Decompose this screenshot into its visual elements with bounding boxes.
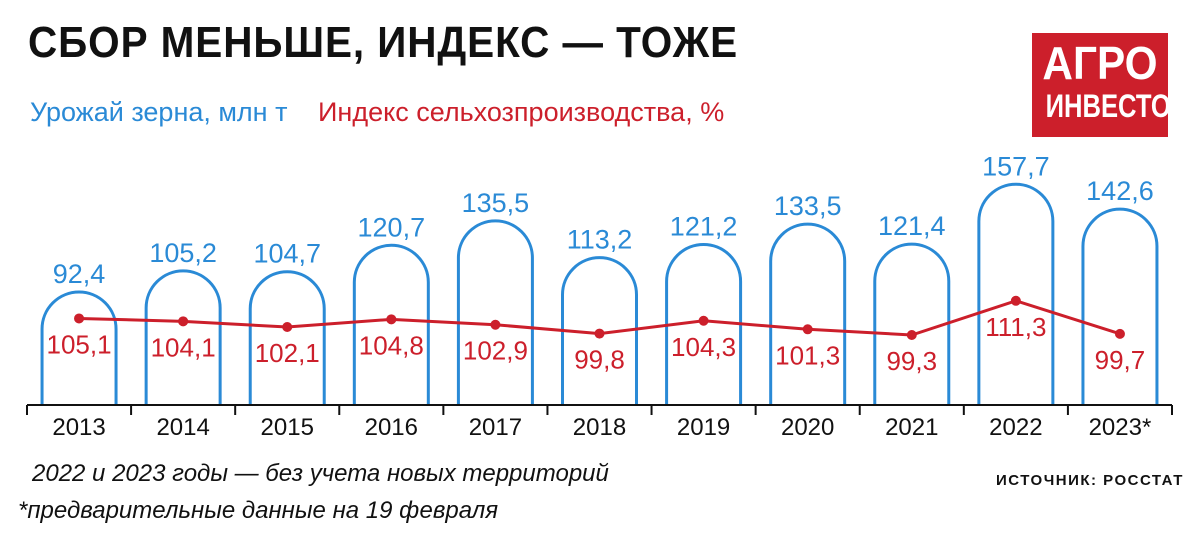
x-tick-label-10: 2023* [1089,414,1152,441]
x-tick-label-5: 2018 [573,414,626,441]
x-tick-label-2: 2015 [261,414,314,441]
x-tick-label-4: 2017 [469,414,522,441]
index-point-8 [906,330,917,340]
agroinvestor-logo: АГРО ИНВЕСТОР [1032,33,1168,137]
grain-bar-3 [352,243,430,405]
x-tick-label-9: 2022 [989,414,1042,441]
note-territories: 2022 и 2023 годы — без учета новых терри… [32,460,609,487]
grain-value-label-7: 133,5 [774,191,842,221]
index-point-3 [386,314,397,325]
index-value-label-3: 104,8 [359,330,424,360]
index-value-label-4: 102,9 [463,336,528,366]
grain-value-label-2: 104,7 [253,239,321,269]
x-tick-label-6: 2019 [677,414,730,441]
grain-value-label-8: 121,4 [878,211,946,241]
logo-line-1: АГРО [1042,37,1158,89]
index-value-label-5: 99,8 [574,345,625,375]
index-value-label-6: 104,3 [671,332,736,362]
index-value-label-8: 99,3 [886,346,937,376]
index-value-label-10: 99,7 [1095,345,1146,375]
grain-bar-4 [456,219,534,405]
x-tick-label-1: 2014 [156,414,209,441]
note-preliminary: *предварительные данные на 19 февраля [18,497,499,524]
index-point-5 [594,328,605,339]
grain-value-label-10: 142,6 [1086,176,1154,206]
grain-value-label-6: 121,2 [670,211,738,241]
index-value-label-1: 104,1 [151,332,216,362]
logo-line-2: ИНВЕСТОР [1045,88,1168,124]
grain-bar-0 [40,290,118,405]
index-point-0 [74,313,85,324]
grain-bar-7 [769,222,847,405]
index-value-label-7: 101,3 [775,340,840,370]
chart-title: СБОР МЕНЬШЕ, ИНДЕКС — ТОЖЕ [28,18,739,67]
grain-bar-2 [248,270,326,405]
x-tick-label-7: 2020 [781,414,834,441]
index-point-4 [490,319,501,330]
grain-value-label-0: 92,4 [53,259,106,289]
grain-value-label-5: 113,2 [567,225,633,255]
index-point-6 [698,315,709,326]
grain-value-label-9: 157,7 [982,151,1050,181]
x-tick-label-3: 2016 [365,414,418,441]
source-label: ИСТОЧНИК: РОССТАТ [996,472,1184,489]
grain-bar-5 [561,256,638,405]
index-point-2 [282,322,293,333]
grain-bar-1 [144,269,222,405]
index-point-9 [1010,295,1021,306]
index-value-label-0: 105,1 [47,329,112,359]
grain-value-label-3: 120,7 [358,212,426,242]
grain-bar-6 [665,243,743,405]
index-value-label-9: 111,3 [985,312,1046,342]
index-value-label-2: 102,1 [255,338,320,368]
grain-value-label-1: 105,2 [149,238,217,268]
legend-grain-harvest: Урожай зерна, млн т [30,97,288,127]
x-tick-label-0: 2013 [52,414,105,441]
grain-bar-9 [977,183,1055,405]
grain-bar-8 [873,242,951,405]
index-point-1 [178,316,189,327]
grain-value-label-4: 135,5 [462,188,530,218]
x-tick-label-8: 2021 [885,414,938,441]
index-point-7 [802,324,813,335]
grain-bar-10 [1081,207,1159,405]
legend-agri-index: Индекс сельхозпроизводства, % [318,97,725,127]
index-point-10 [1114,328,1125,339]
